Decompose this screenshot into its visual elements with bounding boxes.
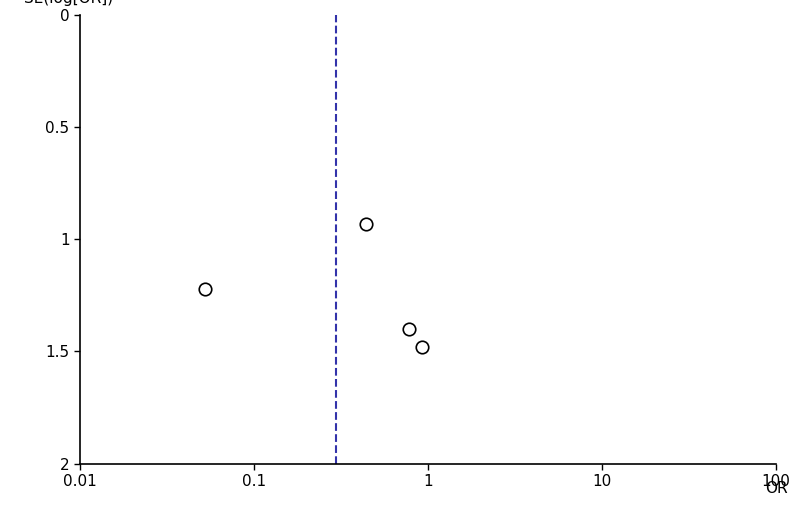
- X-axis label: OR: OR: [765, 482, 787, 496]
- Text: SE(log[OR]): SE(log[OR]): [24, 0, 114, 7]
